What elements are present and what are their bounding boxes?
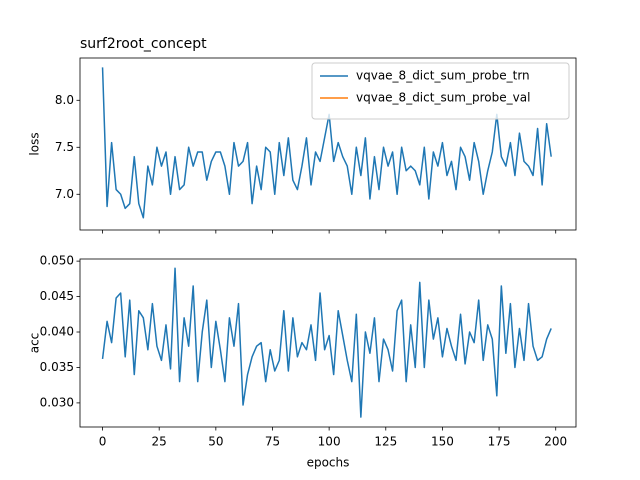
legend-box xyxy=(311,62,570,120)
x-tick-label: 150 xyxy=(431,435,454,449)
y-tick-label: 0.045 xyxy=(40,289,74,303)
y-axis-label: loss xyxy=(28,132,42,155)
y-tick-label: 0.035 xyxy=(40,360,74,374)
series-line xyxy=(101,67,552,219)
x-tick-label: 0 xyxy=(99,435,107,449)
chart-title: surf2root_concept xyxy=(80,36,207,52)
y-tick-label: 0.050 xyxy=(40,254,74,268)
x-tick-label: 50 xyxy=(208,435,223,449)
x-tick-label: 175 xyxy=(488,435,511,449)
series-line xyxy=(101,267,552,418)
x-tick-label: 75 xyxy=(265,435,280,449)
plot-frame xyxy=(79,57,577,231)
y-tick-label: 7.5 xyxy=(55,140,74,154)
y-axis-label: acc xyxy=(28,333,42,354)
y-tick-label: 8.0 xyxy=(55,93,74,107)
y-tick-label: 0.040 xyxy=(40,325,74,339)
y-tick-label: 0.030 xyxy=(40,395,74,409)
x-tick-label: 125 xyxy=(374,435,397,449)
x-tick-label: 200 xyxy=(544,435,567,449)
x-tick-label: 100 xyxy=(318,435,341,449)
plot-frame xyxy=(79,258,577,428)
y-tick-label: 7.0 xyxy=(55,187,74,201)
x-tick-label: 25 xyxy=(152,435,167,449)
x-axis-label: epochs xyxy=(307,456,350,470)
legend-label: vqvae_8_dict_sum_probe_val xyxy=(356,91,530,105)
legend-label: vqvae_8_dict_sum_probe_trn xyxy=(356,69,530,83)
